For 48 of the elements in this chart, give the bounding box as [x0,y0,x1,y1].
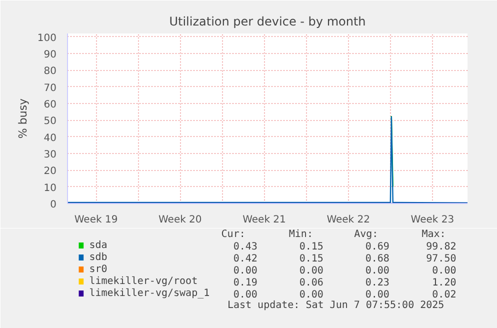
y-tick-label: 100 [37,32,57,44]
text: 0.00 [233,290,258,300]
text: 0.00 [299,290,324,300]
text: 0.15 [299,242,324,252]
x-tick-label: Week 19 [74,214,118,226]
text: Max: [422,229,446,240]
text: Cur: [221,229,246,240]
text: Min: [288,229,313,240]
legend-label: limekiller-vg/root [89,276,198,287]
x-tick-label: Week 20 [158,214,202,226]
text: 0.42 [233,254,258,264]
text: Avg: [354,229,378,240]
text: 0.06 [299,278,324,288]
x-tick-label: Week 23 [410,214,454,226]
legend-label: sr0 [89,264,108,275]
text: 0.23 [365,278,390,288]
text: 99.82 [426,242,456,252]
text: 0.68 [365,254,390,264]
y-tick-label: 60 [44,100,57,110]
text: 0.00 [432,266,456,276]
y-tick-label: 50 [44,116,57,128]
text: 0.02 [432,290,456,300]
text: 0.00 [365,266,390,276]
chart-title: Utilization per device - by month [169,14,366,28]
text: 0.43 [233,242,258,252]
text: 0.69 [365,242,390,252]
legend-label: sdb [89,252,108,263]
y-tick-label: 70 [44,82,57,94]
legend-label: sda [89,240,108,251]
y-tick-label: 0 [50,200,57,210]
text: 0.15 [299,254,324,264]
text: 0.00 [233,266,258,276]
text: 97.50 [426,254,456,264]
y-axis-title: % busy [16,98,30,139]
text: 0.00 [299,266,324,276]
y-tick-label: 80 [44,66,57,78]
x-tick-label: Week 22 [326,214,370,226]
text: 1.20 [432,278,456,288]
text: 0.19 [233,278,258,288]
y-tick-label: 30 [44,150,57,160]
y-tick-label: 40 [44,132,57,144]
y-tick-label: 90 [44,50,57,60]
x-tick-label: Week 21 [242,214,286,226]
y-tick-label: 20 [44,166,57,178]
text: 0.00 [365,290,390,300]
legend-label: limekiller-vg/swap_1 [89,288,210,299]
y-tick-label: 10 [44,182,57,194]
text: Last update: Sat Jun 7 07:55:00 2025 [227,300,444,311]
